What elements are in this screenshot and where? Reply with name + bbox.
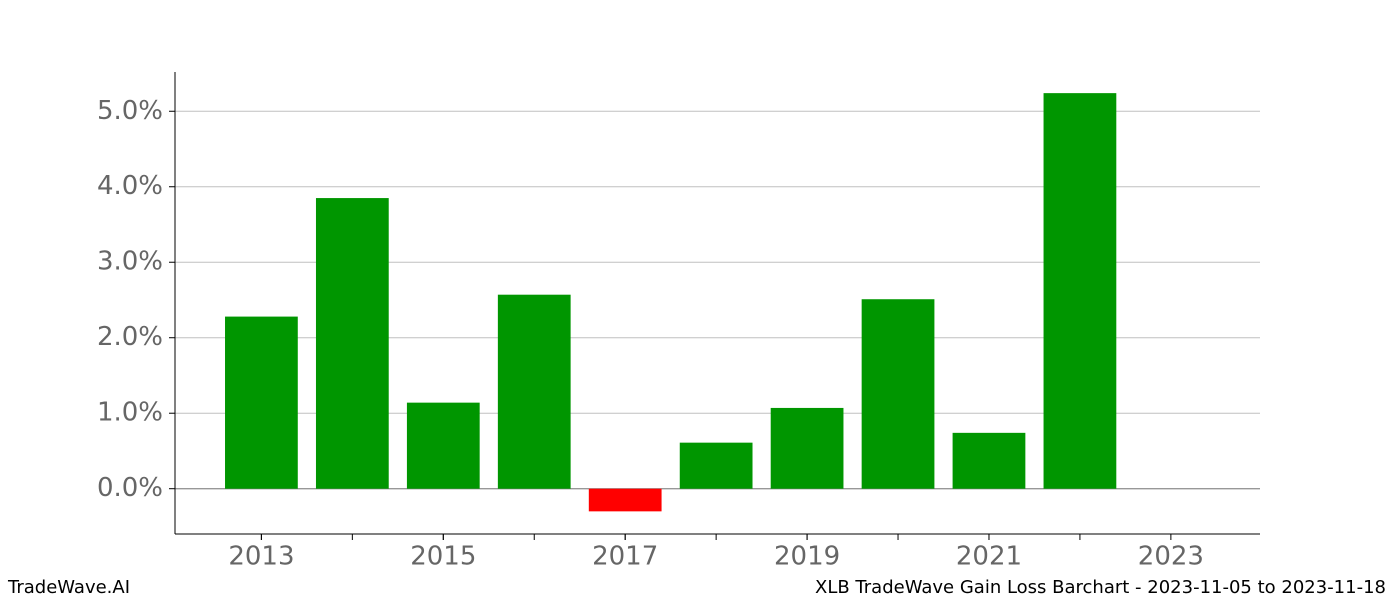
x-tick-label: 2023 bbox=[1138, 542, 1204, 572]
bar bbox=[497, 294, 571, 489]
y-tick-label: 2.0% bbox=[97, 322, 163, 352]
y-tick-label: 5.0% bbox=[97, 96, 163, 126]
bar bbox=[588, 488, 662, 512]
y-tick-label: 1.0% bbox=[97, 398, 163, 428]
x-tick-label: 2021 bbox=[956, 542, 1022, 572]
x-tick-label: 2013 bbox=[228, 542, 294, 572]
y-tick-label: 0.0% bbox=[97, 473, 163, 503]
x-tick-label: 2019 bbox=[774, 542, 840, 572]
bar bbox=[1043, 93, 1117, 489]
bar bbox=[861, 299, 935, 489]
bar bbox=[952, 432, 1026, 489]
bar bbox=[406, 402, 480, 489]
chart-title: XLB TradeWave Gain Loss Barchart - 2023-… bbox=[815, 577, 1386, 598]
y-tick-label: 4.0% bbox=[97, 171, 163, 201]
y-tick-label: 3.0% bbox=[97, 247, 163, 277]
x-tick-label: 2015 bbox=[410, 542, 476, 572]
x-tick-label: 2017 bbox=[592, 542, 658, 572]
bar bbox=[770, 407, 844, 489]
source: TradeWave.AI bbox=[7, 577, 130, 598]
bar bbox=[225, 316, 298, 489]
bar bbox=[679, 442, 753, 489]
bar bbox=[315, 198, 389, 489]
